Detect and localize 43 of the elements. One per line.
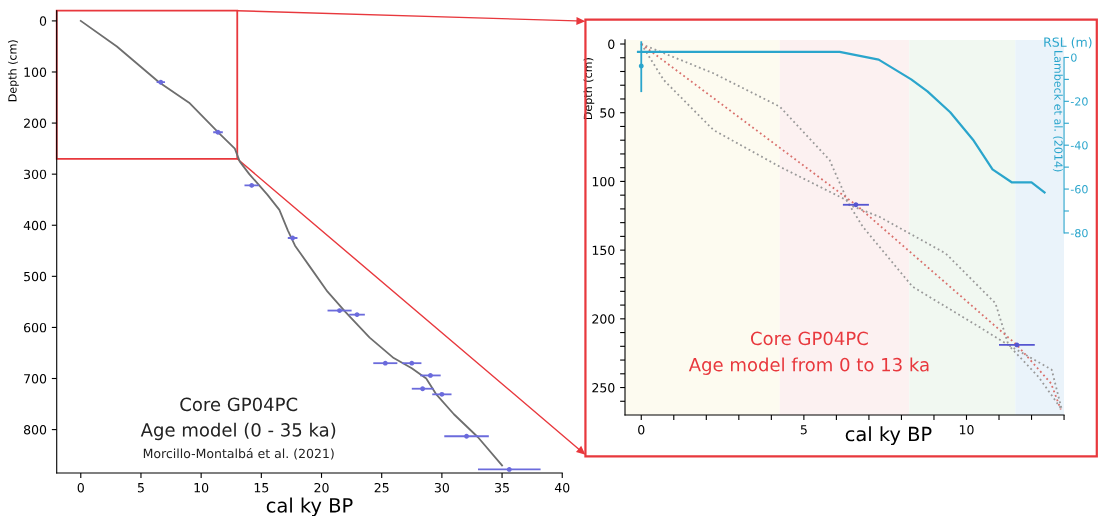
x-tick-label: 40 [554,482,570,493]
y2-tick-label: -40 [1070,141,1088,150]
y-tick-label: 250 [592,383,615,393]
y-tick-label: 0 [608,39,615,49]
x-axis-title: cal ky BP [266,497,353,516]
x-tick-label: 10 [959,424,974,435]
y-tick-label: 200 [592,314,615,324]
y-tick-label: 50 [600,108,615,118]
y2-tick-label: 0 [1071,53,1077,62]
y-tick-label: 100 [592,176,615,187]
y-tick-label: 100 [24,67,47,77]
x-tick-label: 35 [495,482,509,493]
x-tick-label: 5 [800,425,807,435]
annotation: Age model (0 - 35 ka) [140,422,336,441]
y-axis-title: Depth (cm) [8,40,19,102]
annotation: Core GP04PC [750,331,868,346]
x-tick-label: 0 [638,424,645,435]
x-tick-label: 15 [254,483,269,493]
y-tick-label: 500 [24,271,47,282]
x-tick-label: 5 [137,483,144,493]
annotation: Morcillo-Montalbá et al. (2021) [143,447,334,460]
x-tick-label: 30 [434,482,449,493]
y-tick-label: 0 [39,16,47,26]
y-tick-label: 700 [24,373,47,384]
x-tick-label: 10 [194,482,209,493]
x-tick-label: 25 [374,482,389,493]
y-tick-label: 400 [23,220,47,231]
annotation: Core GP04PC [180,397,298,412]
y-tick-label: 600 [24,322,47,333]
y-axis-title: Depth (cm) [583,58,595,120]
y2-tick-label: -80 [1070,228,1088,238]
annotation: Lambeck et al. (2014) [1052,51,1063,172]
y-tick-label: 150 [592,245,615,256]
y-tick-label: 300 [24,169,47,180]
y2-axis-title: RSL (m) [1044,37,1092,49]
y2-tick-label: -20 [1070,97,1088,106]
y-tick-label: 200 [24,118,47,128]
annotation: Age model from 0 to 13 ka [688,357,929,375]
x-tick-label: 20 [314,482,329,493]
y2-tick-label: -60 [1070,185,1088,194]
x-axis-title: cal ky BP [845,426,932,446]
x-tick-label: 0 [77,482,84,493]
y-tick-label: 800 [23,425,47,435]
